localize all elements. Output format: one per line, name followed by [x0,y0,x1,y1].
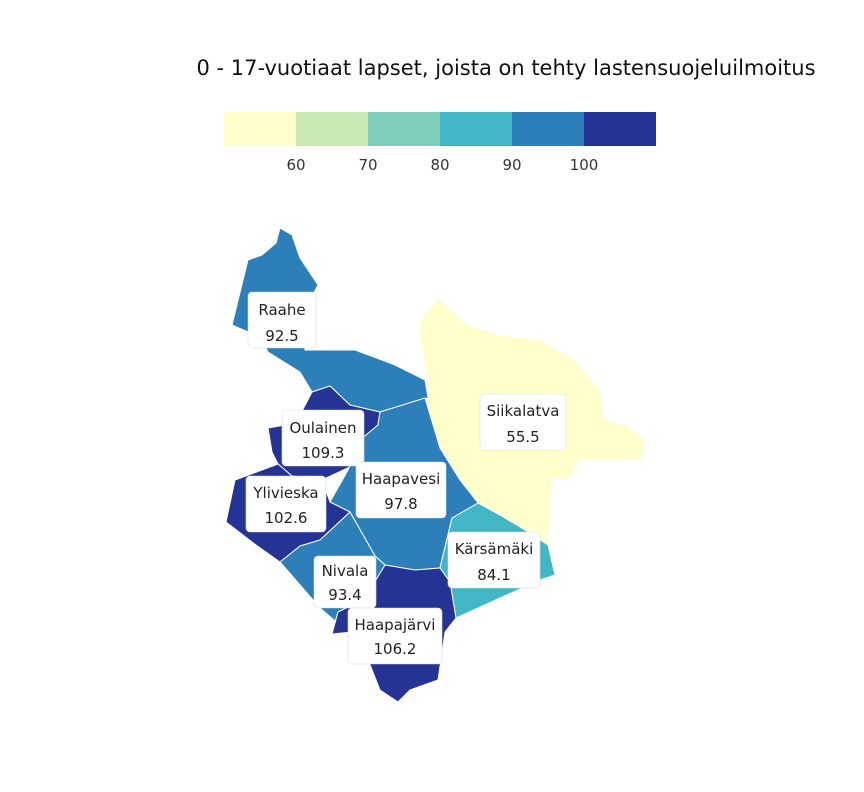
region-name: Ylivieska [252,484,318,502]
label-siikalatva: Siikalatva 55.5 [479,393,567,451]
label-oulainen: Oulainen 109.3 [281,409,365,467]
region-name: Kärsämäki [455,540,534,558]
label-raahe: Raahe 92.5 [247,291,317,349]
region-value: 92.5 [265,327,298,345]
region-name: Haapajärvi [355,616,436,634]
legend-tick: 90 [502,156,521,174]
region-name: Haapavesi [362,470,440,488]
region-name: Nivala [322,562,369,580]
legend-swatch [440,112,512,146]
legend-swatch [224,112,296,146]
label-ylivieska: Ylivieska 102.6 [245,475,327,533]
label-haapavesi: Haapavesi 97.8 [355,461,447,519]
color-legend: 60 70 80 90 100 [224,112,656,174]
region-name: Raahe [258,301,305,319]
legend-swatch [368,112,440,146]
region-value: 109.3 [302,444,345,462]
region-value: 106.2 [374,640,417,658]
region-name: Siikalatva [487,402,560,420]
chart-title: 0 - 17-vuotiaat lapset, joista on tehty … [196,56,816,80]
legend-tick: 80 [430,156,449,174]
region-value: 97.8 [384,495,417,513]
legend-tick: 70 [358,156,377,174]
legend-tick: 60 [286,156,305,174]
label-nivala: Nivala 93.4 [313,555,377,609]
label-karsamaki: Kärsämäki 84.1 [447,531,541,589]
label-haapajarvi: Haapajärvi 106.2 [347,607,443,665]
region-value: 84.1 [477,566,510,584]
region-value: 102.6 [265,509,308,527]
legend-swatch [512,112,584,146]
region-value: 93.4 [328,586,361,604]
region-name: Oulainen [289,419,356,437]
legend-swatch [584,112,656,146]
region-value: 55.5 [506,428,539,446]
legend-tick: 100 [570,156,599,174]
legend-swatch [296,112,368,146]
